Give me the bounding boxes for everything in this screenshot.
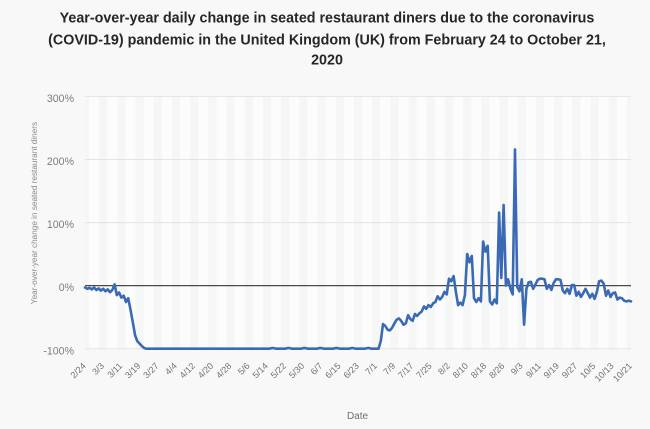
svg-text:Year-over-year change in seate: Year-over-year change in seated restaura… — [30, 122, 39, 304]
svg-text:0%: 0% — [59, 282, 75, 294]
svg-text:Date: Date — [347, 411, 369, 422]
svg-text:200%: 200% — [47, 156, 75, 168]
svg-text:300%: 300% — [47, 93, 75, 105]
svg-text:-100%: -100% — [43, 345, 74, 357]
svg-text:(COVID-19) pandemic in the Uni: (COVID-19) pandemic in the United Kingdo… — [48, 33, 606, 49]
svg-text:2020: 2020 — [311, 53, 343, 69]
svg-text:100%: 100% — [47, 219, 75, 231]
svg-text:Year-over-year daily change in: Year-over-year daily change in seated re… — [60, 11, 595, 27]
